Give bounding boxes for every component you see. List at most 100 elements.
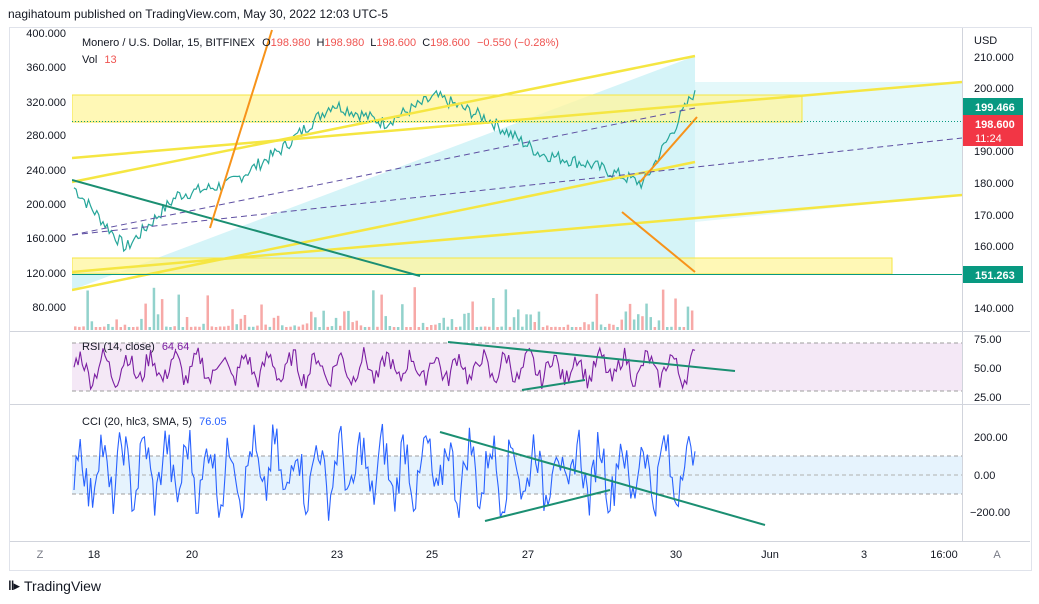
volume-bar: [322, 310, 325, 330]
time-axis-label: 30: [670, 549, 682, 561]
volume-bar: [574, 327, 578, 330]
volume-bar: [392, 327, 396, 330]
price-axis-tick: 180.000: [974, 178, 1014, 190]
volume-bar: [355, 320, 358, 330]
cci-scale[interactable]: 200.00 0.00 −200.00: [970, 432, 1010, 519]
volume-bars: [74, 287, 694, 330]
volume-bar: [587, 324, 590, 330]
left-axis-tick: 80.000: [32, 302, 66, 314]
left-axis-tick: 240.000: [26, 165, 66, 177]
volume-bar: [148, 327, 151, 330]
trendline-green-down[interactable]: [72, 179, 421, 277]
volume-bar: [156, 314, 160, 330]
volume-bar: [550, 327, 553, 330]
left-price-scale[interactable]: 400.000 360.000 320.000 280.000 240.000 …: [26, 28, 66, 314]
volume-bar: [670, 326, 673, 330]
volume-bar: [214, 327, 218, 330]
volume-bar: [363, 327, 367, 330]
main-legend[interactable]: Monero / U.S. Dollar, 15, BITFINEX O198.…: [82, 37, 559, 66]
price-axis-tick: 200.000: [974, 83, 1014, 95]
volume-bar: [144, 303, 147, 330]
trendline-upper-yellow[interactable]: [72, 54, 696, 184]
time-axis-label: 20: [186, 549, 198, 561]
volume-bar: [380, 294, 383, 330]
time-axis-label: 27: [522, 549, 534, 561]
legend-h-label: H: [316, 37, 324, 49]
volume-bar: [343, 311, 346, 330]
price-axis-tick: 210.000: [974, 52, 1014, 64]
legend-change: −0.550 (−0.28%): [477, 37, 559, 49]
volume-bar: [218, 326, 222, 330]
volume-bar: [206, 295, 209, 330]
rsi-trendline-up[interactable]: [521, 379, 586, 391]
volume-value: 13: [104, 54, 116, 66]
left-axis-tick: 280.000: [26, 130, 66, 142]
volume-bar: [359, 325, 363, 330]
trendline-bottom-extended[interactable]: [72, 193, 962, 274]
auto-scale-a-button[interactable]: A: [993, 549, 1001, 561]
rsi-axis-tick: 25.00: [974, 392, 1002, 404]
volume-bar: [641, 316, 644, 330]
dashed-midline-upper[interactable]: [72, 107, 696, 236]
volume-bar: [612, 324, 615, 330]
volume-bar: [558, 327, 561, 330]
volume-bar: [388, 326, 392, 330]
volume-bar: [661, 289, 665, 330]
volume-bar: [372, 290, 375, 330]
rsi-legend[interactable]: RSI (14, close) 64.64: [82, 341, 189, 353]
tradingview-footer[interactable]: ‖▸ TradingView: [8, 578, 101, 594]
cci-trendline-up[interactable]: [484, 489, 611, 522]
volume-bar: [467, 312, 470, 330]
trendline-orange-down[interactable]: [621, 211, 696, 273]
volume-bar: [603, 327, 607, 330]
volume-bar: [562, 327, 565, 330]
volume-bar: [74, 326, 77, 330]
volume-bar: [339, 325, 342, 330]
rsi-band: [72, 343, 962, 391]
volume-bar: [508, 326, 512, 330]
last-price-label: 198.600: [975, 119, 1015, 131]
cci-legend[interactable]: CCI (20, hlc3, SMA, 5) 76.05: [82, 416, 227, 428]
rsi-title: RSI (14, close): [82, 341, 155, 353]
rsi-scale[interactable]: 75.00 50.00 25.00: [974, 334, 1002, 404]
volume-bar: [90, 321, 94, 330]
volume-bar: [475, 327, 479, 330]
legend-open: 198.980: [271, 37, 311, 49]
volume-bar: [281, 325, 284, 330]
trendline-lower-yellow[interactable]: [72, 160, 696, 292]
volume-bar: [413, 287, 416, 330]
price-label-lower-bg: [963, 266, 1023, 283]
volume-bar: [541, 327, 545, 330]
volume-bar: [645, 303, 648, 330]
volume-bar: [111, 326, 114, 330]
volume-bar: [115, 319, 118, 330]
volume-bar: [318, 327, 321, 330]
price-axis-tick: 160.000: [974, 241, 1014, 253]
trendline-top-extended[interactable]: [72, 80, 962, 160]
last-price-label-bg: [963, 115, 1023, 146]
chart-frame: [9, 27, 1032, 571]
volume-bar: [264, 324, 267, 330]
volume-bar: [657, 320, 661, 330]
volume-bar: [86, 290, 89, 330]
volume-bar: [231, 309, 234, 330]
volume-bar: [417, 327, 421, 330]
cci-title: CCI (20, hlc3, SMA, 5): [82, 416, 192, 428]
trendline-orange-up[interactable]: [209, 29, 273, 229]
price-label-lower: 151.263: [975, 270, 1015, 282]
volume-bar: [243, 315, 247, 330]
rsi-trendline-down[interactable]: [447, 341, 736, 372]
volume-bar: [529, 314, 532, 330]
trendline-orange-recent[interactable]: [639, 116, 698, 183]
volume-bar: [272, 317, 276, 330]
volume-bar: [152, 287, 156, 330]
volume-bar: [98, 327, 102, 330]
volume-bar: [599, 324, 603, 330]
rsi-value: 64.64: [162, 341, 190, 353]
time-axis[interactable]: 18 20 23 25 27 30 Jun 3 16:00: [88, 549, 958, 561]
volume-bar: [314, 317, 317, 330]
volume-bar: [326, 326, 329, 330]
zoom-z-button[interactable]: Z: [37, 549, 44, 561]
cci-trendline-down[interactable]: [439, 431, 766, 526]
